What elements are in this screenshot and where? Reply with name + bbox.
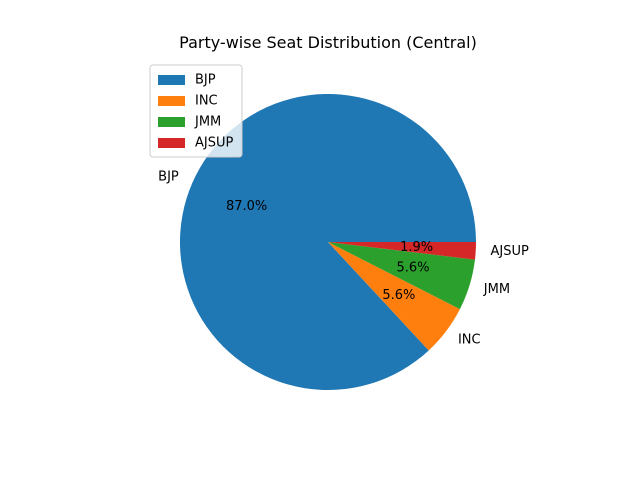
pie-slice-jmm — [328, 242, 475, 310]
slice-percent-bjp: 87.0% — [226, 199, 267, 214]
slice-label-bjp: BJP — [158, 169, 179, 184]
pie-slice-ajsup — [328, 242, 476, 260]
legend-swatch-bjp — [158, 75, 185, 85]
pie-slice-bjp — [179, 93, 477, 390]
pie-slice-inc — [328, 242, 460, 351]
slice-percent-jmm: 5.6% — [396, 260, 429, 275]
legend-label-jmm: JMM — [194, 115, 221, 130]
chart-title: Party-wise Seat Distribution (Central) — [179, 33, 477, 52]
legend-swatch-ajsup — [158, 138, 185, 148]
slice-percent-ajsup: 1.9% — [400, 240, 433, 255]
legend-label-bjp: BJP — [195, 73, 216, 88]
legend: BJP INC JMM AJSUP — [149, 64, 243, 158]
slice-percent-inc: 5.6% — [382, 288, 415, 303]
legend-label-ajsup: AJSUP — [195, 136, 233, 151]
pie-labels: BJP 87.0% INC 5.6% JMM 5.6% AJSUP 1.9% — [158, 169, 529, 347]
legend-frame — [149, 64, 243, 158]
slice-label-jmm: JMM — [483, 282, 510, 297]
slice-label-ajsup: AJSUP — [491, 244, 529, 259]
legend-swatch-jmm — [158, 117, 185, 127]
slice-label-inc: INC — [458, 333, 481, 348]
legend-swatch-inc — [158, 96, 185, 106]
legend-label-inc: INC — [195, 94, 218, 109]
pie-slices — [179, 93, 477, 390]
